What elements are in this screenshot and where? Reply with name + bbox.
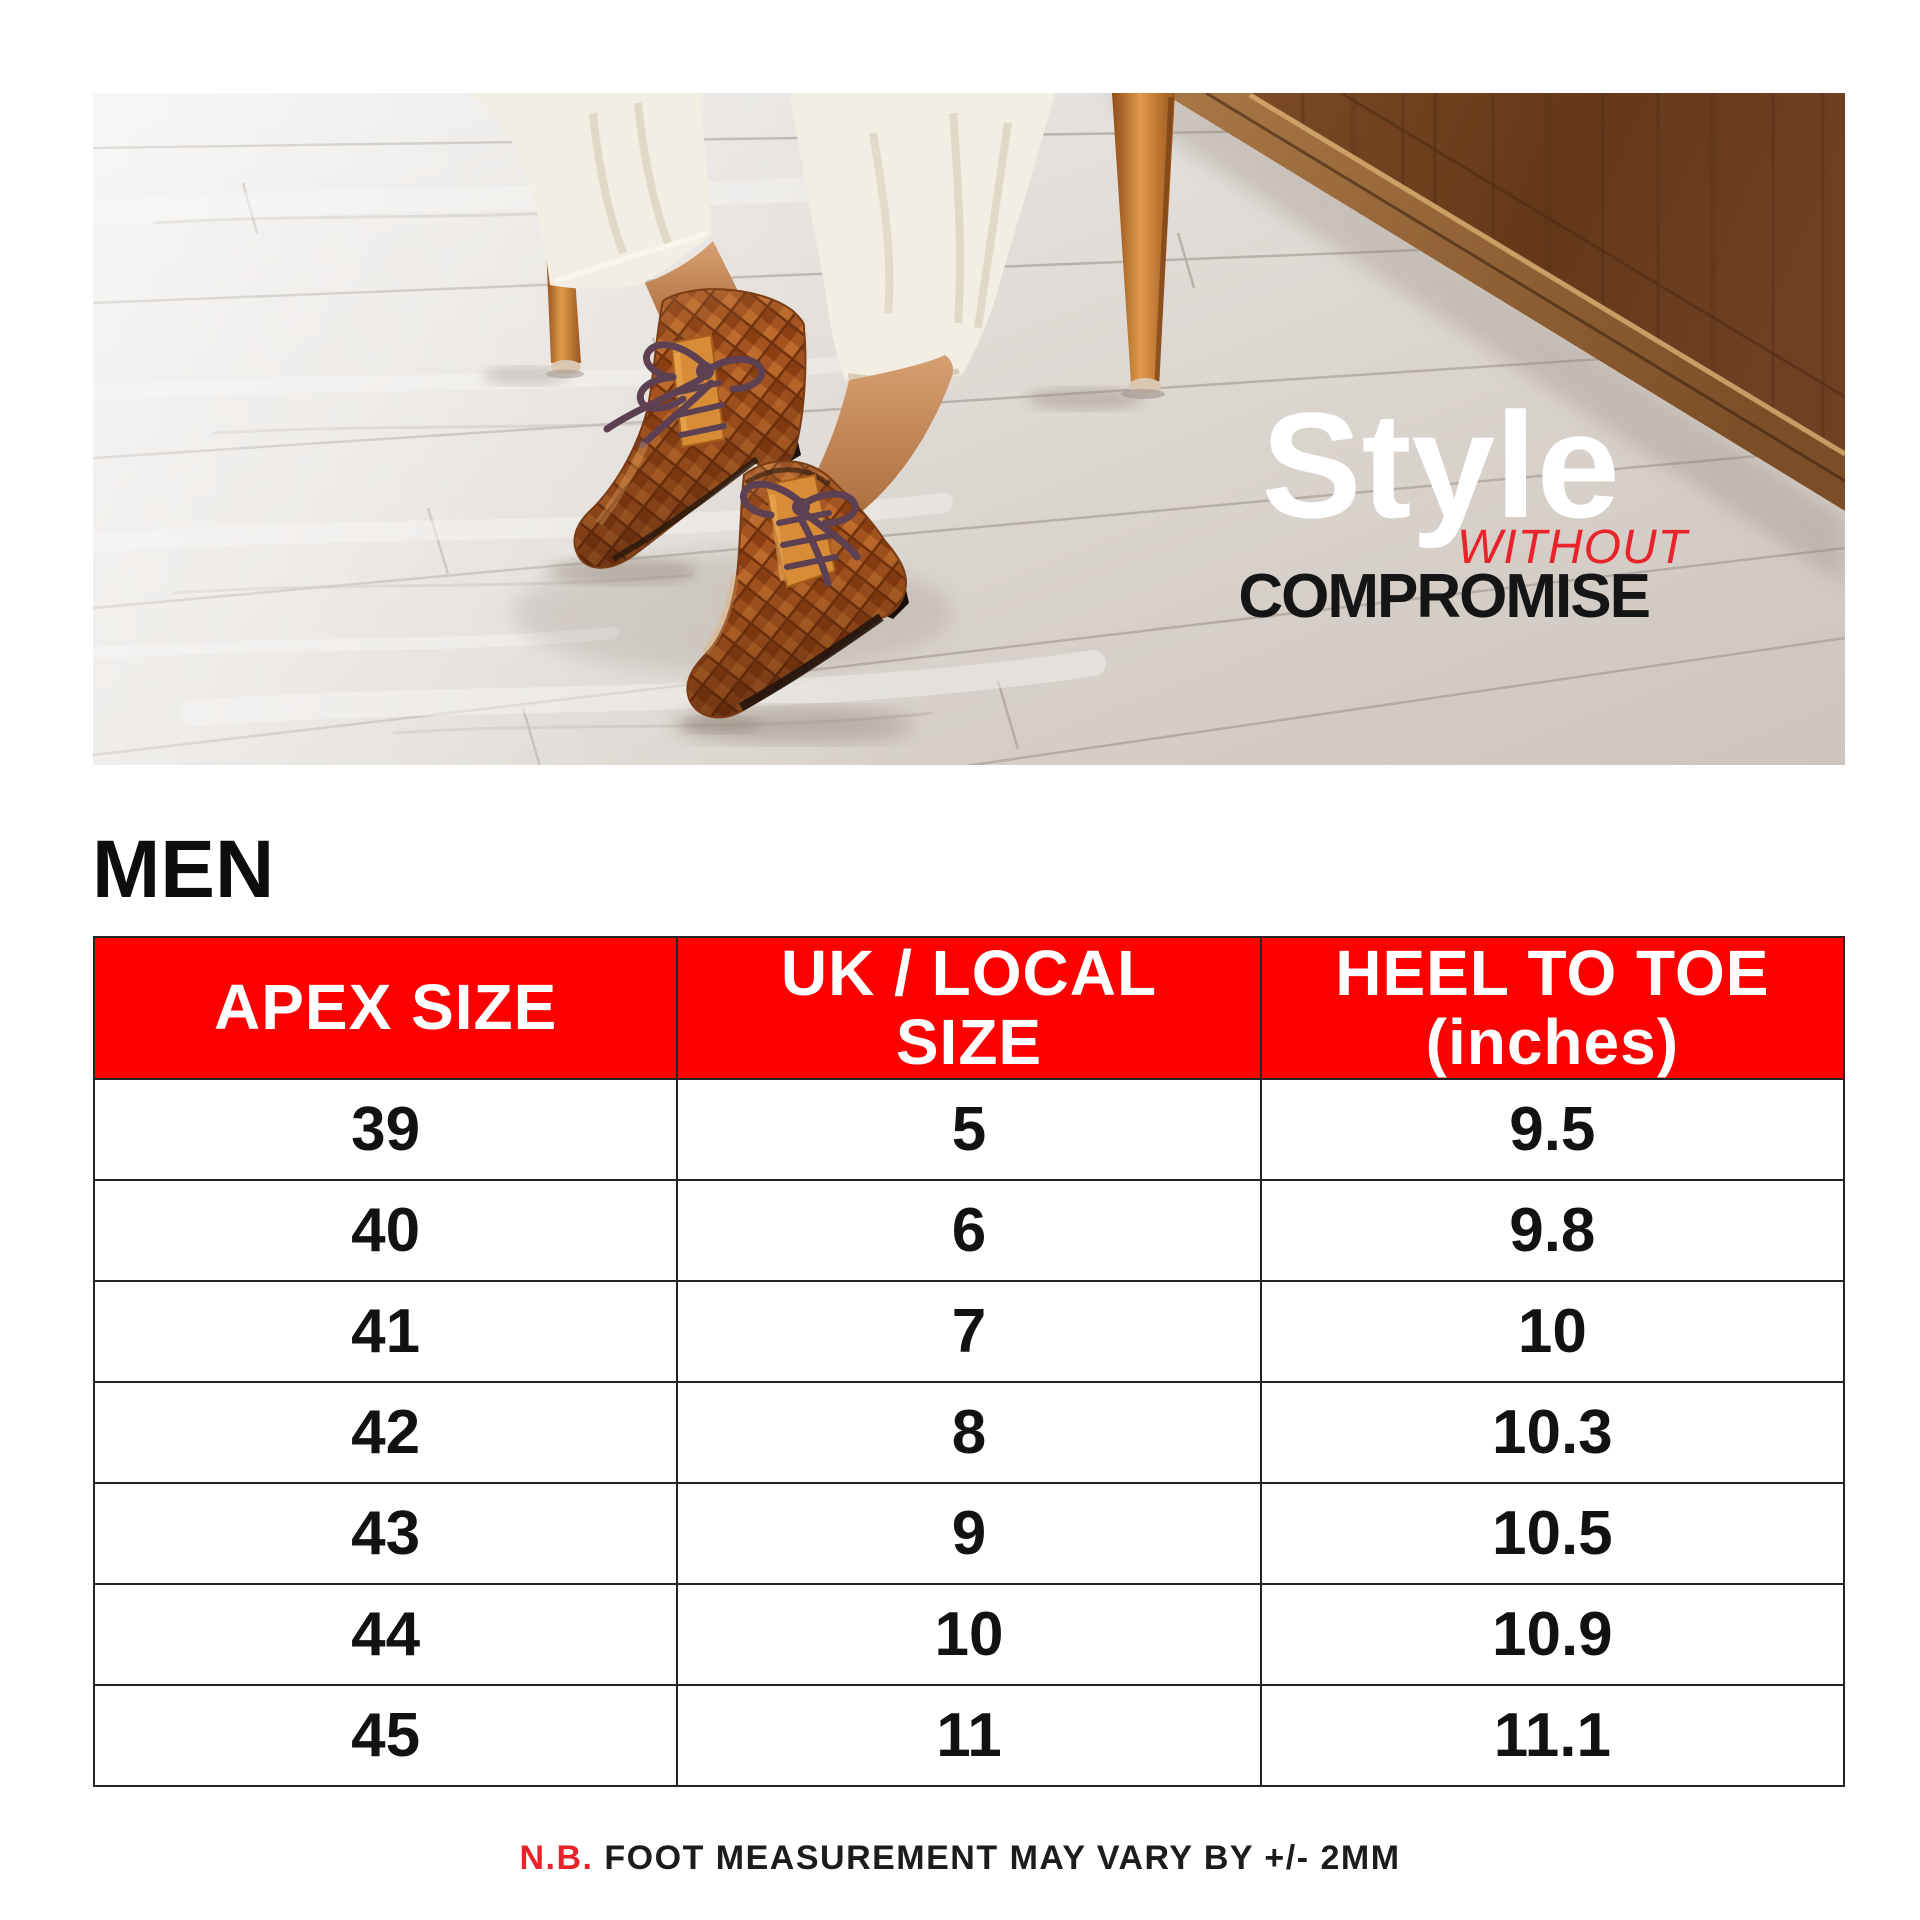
header-label: APEX SIZE [214, 971, 558, 1044]
cell-apex-size: 42 [92, 1381, 679, 1484]
baseboard-seam [1205, 93, 1845, 483]
size-table-header: APEX SIZE UK / LOCAL SIZE HEEL TO TOE (i… [92, 936, 1846, 1080]
header-label-line1: UK / LOCAL [780, 936, 1158, 1009]
cell-uk-size: 7 [676, 1280, 1262, 1383]
toe-highlight [595, 441, 649, 526]
hero-photo-scene [93, 93, 1845, 765]
shoe-sole-edge [611, 456, 759, 562]
tagline-without: WITHOUT [1457, 521, 1688, 574]
section-heading-men: MEN [92, 824, 275, 915]
table-row: 39 5 9.5 [92, 1078, 1846, 1181]
cell-uk-size: 10 [676, 1583, 1262, 1686]
note-text: FOOT MEASUREMENT MAY VARY BY +/- 2MM [604, 1839, 1401, 1877]
cell-uk-size: 11 [676, 1684, 1262, 1787]
cell-apex-size: 40 [92, 1179, 679, 1282]
header-heel-to-toe: HEEL TO TOE (inches) [1259, 936, 1846, 1080]
cell-apex-size: 45 [92, 1684, 679, 1787]
shoe-laces [603, 341, 766, 449]
lace-knot [792, 498, 810, 516]
cell-uk-size: 5 [676, 1078, 1262, 1181]
header-label-line2: (inches) [1425, 1006, 1680, 1078]
trouser-right [790, 93, 1055, 383]
toe-highlight [701, 574, 739, 656]
shoe-left [548, 288, 807, 584]
cell-apex-size: 44 [92, 1583, 679, 1686]
baseboard-highlight [1248, 93, 1845, 457]
shoe-collar [744, 467, 831, 487]
shoe-sole-edge [738, 613, 884, 711]
table-row: 43 9 10.5 [92, 1482, 1846, 1585]
measurement-note: N.B. FOOT MEASUREMENT MAY VARY BY +/- 2M… [0, 1841, 1920, 1875]
cell-heel-toe: 9.5 [1259, 1078, 1846, 1181]
cell-heel-toe: 10.9 [1259, 1583, 1846, 1686]
cell-heel-toe: 10.3 [1259, 1381, 1846, 1484]
cabinet [1101, 93, 1845, 585]
note-prefix: N.B. [519, 1839, 594, 1877]
table-row: 40 6 9.8 [92, 1179, 1846, 1282]
cell-heel-toe: 11.1 [1259, 1684, 1846, 1787]
hero-photo [93, 93, 1845, 765]
size-table: APEX SIZE UK / LOCAL SIZE HEEL TO TOE (i… [92, 936, 1846, 1787]
cell-apex-size: 41 [92, 1280, 679, 1383]
header-uk-local-size: UK / LOCAL SIZE [676, 936, 1262, 1080]
cell-uk-size: 6 [676, 1179, 1262, 1282]
cell-heel-toe: 10 [1259, 1280, 1846, 1383]
cell-uk-size: 9 [676, 1482, 1262, 1585]
cell-uk-size: 8 [676, 1381, 1262, 1484]
lace-knot [696, 362, 714, 380]
cell-apex-size: 43 [92, 1482, 679, 1585]
trouser-hem [554, 230, 709, 284]
chair-leg-right [1027, 93, 1175, 410]
shoe-right [673, 460, 913, 743]
tagline-style: Style [1261, 381, 1620, 549]
size-table-body: 39 5 9.5 40 6 9.8 41 7 10 42 8 10.3 43 9 [92, 1078, 1846, 1787]
cell-heel-toe: 9.8 [1259, 1179, 1846, 1282]
cell-heel-toe: 10.5 [1259, 1482, 1846, 1585]
table-row: 45 11 11.1 [92, 1684, 1846, 1787]
cabinet-floor-shadow [1101, 93, 1845, 585]
cabinet-baseboard [1163, 93, 1845, 511]
tagline-compromise: COMPROMISE [1238, 562, 1651, 631]
cell-apex-size: 39 [92, 1078, 679, 1181]
shoe-laces [740, 480, 861, 587]
table-row: 42 8 10.3 [92, 1381, 1846, 1484]
table-row: 41 7 10 [92, 1280, 1846, 1383]
table-row: 44 10 10.9 [92, 1583, 1846, 1686]
header-label-line1: HEEL TO TOE [1335, 936, 1770, 1009]
trouser-left [468, 93, 712, 289]
cabinet-groove [1340, 93, 1845, 399]
header-label-line2: SIZE [895, 1006, 1043, 1078]
header-apex-size: APEX SIZE [92, 936, 679, 1080]
